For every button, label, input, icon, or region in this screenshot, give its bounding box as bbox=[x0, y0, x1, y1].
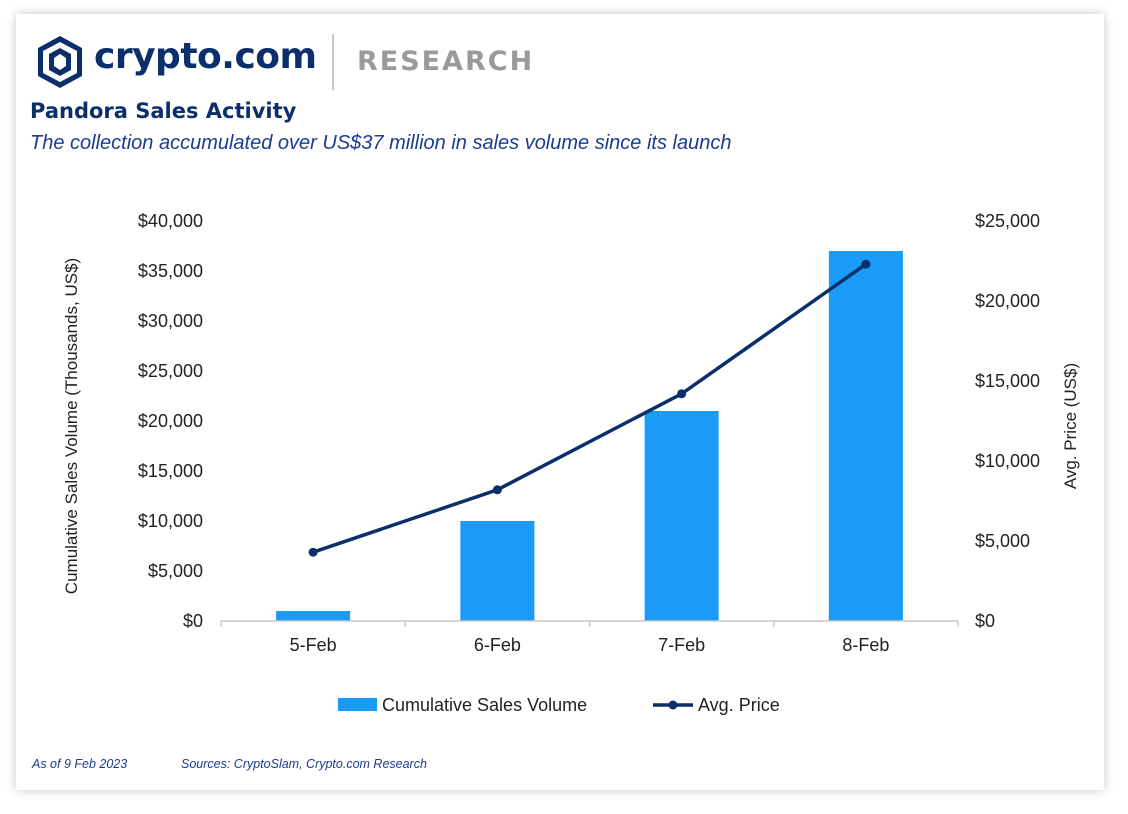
legend-line-marker bbox=[668, 700, 678, 710]
left-y-tick-label: $40,000 bbox=[138, 211, 203, 231]
bar-8-Feb bbox=[828, 251, 903, 621]
left-y-tick-label: $10,000 bbox=[138, 511, 203, 531]
right-y-tick-label: $0 bbox=[975, 611, 995, 631]
chart-title: Pandora Sales Activity bbox=[30, 99, 297, 123]
chart-subtitle: The collection accumulated over US$37 mi… bbox=[30, 132, 732, 154]
line-series bbox=[308, 259, 871, 557]
left-y-tick-label: $5,000 bbox=[148, 561, 203, 581]
right-y-tick-label: $5,000 bbox=[975, 531, 1030, 551]
legend: Cumulative Sales Volume Avg. Price bbox=[338, 695, 780, 715]
section-label: RESEARCH bbox=[357, 46, 535, 77]
x-axis bbox=[220, 620, 959, 627]
avg-price-line bbox=[312, 262, 867, 554]
left-y-tick-label: $0 bbox=[183, 611, 203, 631]
brand-name: crypto.com bbox=[94, 36, 317, 77]
left-y-axis: $0 $5,000 $10,000 $15,000 $20,000 $25,000 $30,… bbox=[138, 211, 203, 631]
x-tick-labels: 5-Feb 6-Feb 7-Feb 8-Feb bbox=[290, 635, 890, 655]
right-y-tick-label: $20,000 bbox=[975, 291, 1040, 311]
avg-price-point-5-Feb bbox=[308, 547, 318, 557]
right-axis-label: Avg. Price (US$) bbox=[1061, 363, 1080, 489]
header-divider bbox=[332, 34, 334, 90]
bar-5-Feb bbox=[276, 611, 351, 621]
bar-series bbox=[276, 251, 903, 621]
left-y-tick-label: $25,000 bbox=[138, 361, 203, 381]
right-y-tick-label: $10,000 bbox=[975, 451, 1040, 471]
sources-note: Sources: CryptoSlam, Crypto.com Research bbox=[181, 757, 427, 771]
as-of-note: As of 9 Feb 2023 bbox=[32, 757, 128, 771]
left-axis-label: Cumulative Sales Volume (Thousands, US$) bbox=[62, 258, 81, 594]
legend-bar-label: Cumulative Sales Volume bbox=[382, 695, 587, 715]
avg-price-point-7-Feb bbox=[677, 389, 687, 399]
left-y-tick-label: $35,000 bbox=[138, 261, 203, 281]
report-card: crypto.com RESEARCH Pandora Sales Activi… bbox=[16, 14, 1104, 790]
left-y-tick-label: $30,000 bbox=[138, 311, 203, 331]
x-tick-label: 7-Feb bbox=[658, 635, 705, 655]
legend-line-label: Avg. Price bbox=[698, 695, 780, 715]
x-tick-label: 6-Feb bbox=[474, 635, 521, 655]
avg-price-point-8-Feb bbox=[861, 259, 871, 269]
right-y-tick-label: $15,000 bbox=[975, 371, 1040, 391]
right-y-tick-label: $25,000 bbox=[975, 211, 1040, 231]
x-tick-label: 5-Feb bbox=[290, 635, 337, 655]
bar-7-Feb bbox=[644, 411, 719, 621]
bar-6-Feb bbox=[460, 521, 535, 621]
chart: $0 $5,000 $10,000 $15,000 $20,000 $25,000 $30,… bbox=[62, 211, 1080, 715]
x-tick-label: 8-Feb bbox=[842, 635, 889, 655]
crypto-com-logo-icon bbox=[38, 36, 82, 88]
right-y-axis: $0 $5,000 $10,000 $15,000 $20,000 $25,000 bbox=[975, 211, 1040, 631]
left-y-tick-label: $15,000 bbox=[138, 461, 203, 481]
legend-bar-swatch bbox=[338, 698, 377, 711]
left-y-tick-label: $20,000 bbox=[138, 411, 203, 431]
avg-price-point-6-Feb bbox=[492, 485, 502, 495]
